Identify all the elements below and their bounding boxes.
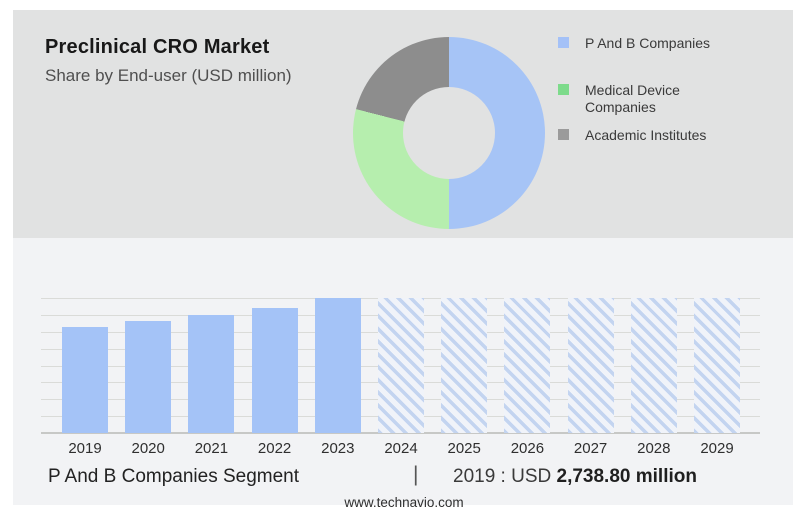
forecast-bar-2028 — [630, 298, 677, 433]
legend-swatch-icon — [558, 37, 569, 48]
legend-swatch-icon — [558, 129, 569, 140]
legend-label: Medical Device Companies — [585, 82, 680, 115]
legend-item-2: Medical Device Companies — [558, 82, 715, 115]
segment-value-prefix: 2019 : USD — [453, 466, 552, 487]
legend-item-3: Academic Institutes — [558, 127, 715, 144]
segment-caption: P And B Companies Segment — [48, 466, 300, 487]
forecast-bar-2025 — [441, 298, 488, 433]
legend-label: Academic Institutes — [585, 127, 707, 143]
bar-2021 — [188, 315, 235, 433]
x-tick-label-2025: 2025 — [447, 440, 481, 457]
donut-chart — [353, 37, 545, 229]
x-tick-label-2029: 2029 — [700, 440, 734, 457]
bar-chart-plot: 2019 2020 2021 2022 2023 2024 2025 2026 2027 2028… — [41, 298, 760, 457]
x-tick-label-2027: 2027 — [573, 440, 608, 457]
bar-2022 — [251, 308, 298, 433]
page-title: Preclinical CRO Market — [45, 36, 270, 58]
x-tick-label-2019: 2019 — [68, 440, 102, 457]
forecast-bar-2024 — [378, 298, 424, 433]
forecast-bar-2026 — [504, 298, 551, 433]
bar-2023 — [314, 298, 361, 433]
forecast-bar-2029 — [694, 298, 740, 433]
page-subtitle: Share by End-user (USD million) — [45, 66, 292, 85]
header-panel: Preclinical CRO Market Share by End-user… — [13, 10, 793, 238]
x-tick-label-2022: 2022 — [257, 440, 292, 457]
donut-hole — [403, 87, 495, 179]
bar-2019 — [62, 327, 108, 433]
x-axis-line — [41, 432, 760, 434]
caption-separator-icon: | — [413, 463, 419, 486]
x-tick-label-2026: 2026 — [510, 440, 545, 457]
legend-swatch-icon — [558, 84, 569, 95]
website-link[interactable]: www.technavio.com — [344, 495, 464, 510]
bar-2020 — [125, 321, 172, 433]
bar-chart-panel: 2019 2020 2021 2022 2023 2024 2025 2026 2027 2028… — [13, 238, 793, 505]
x-tick-label-2021: 2021 — [194, 440, 229, 457]
segment-value: 2019 : USD 2,738.80 million — [453, 466, 697, 488]
x-tick-label-2020: 2020 — [131, 440, 165, 457]
legend-item-1: P And B Companies — [558, 35, 715, 52]
segment-value-bold: 2,738.80 million — [556, 466, 697, 487]
x-tick-label-2028: 2028 — [637, 440, 671, 457]
forecast-bar-2027 — [567, 298, 614, 433]
x-tick-label-2023: 2023 — [321, 440, 355, 457]
x-tick-label-2024: 2024 — [384, 440, 418, 457]
legend-label: P And B Companies — [585, 35, 711, 51]
